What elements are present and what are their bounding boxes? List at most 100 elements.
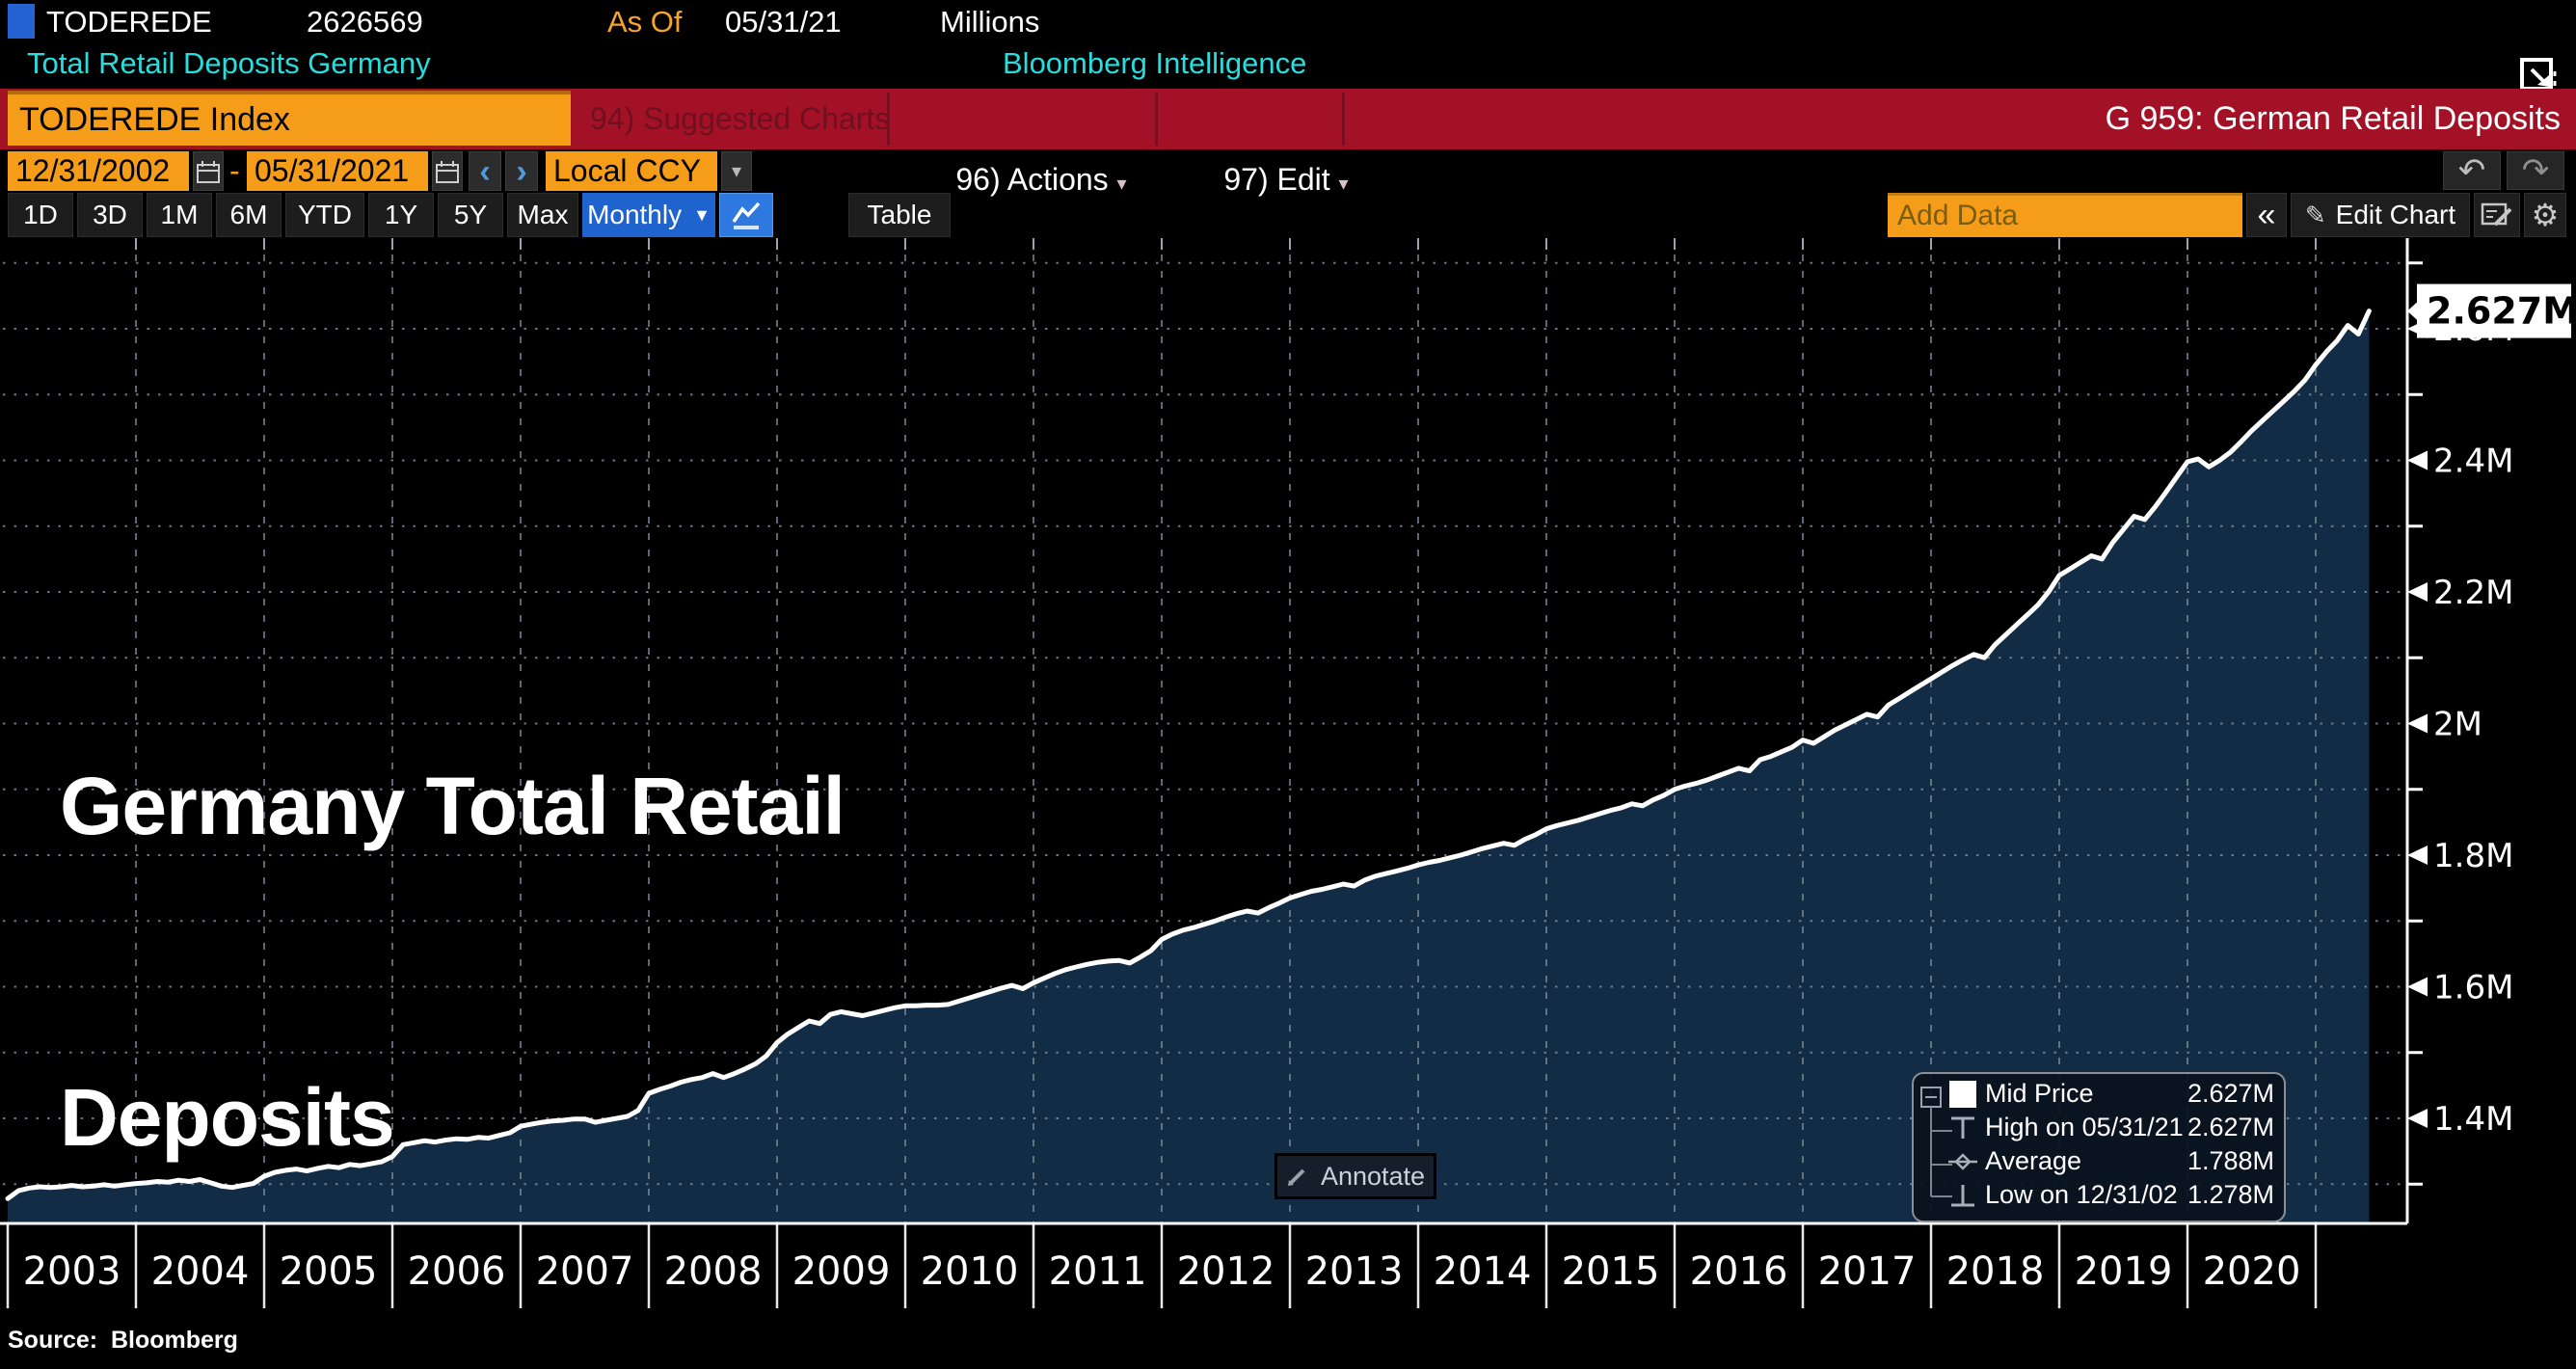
x-axis-year-label: 2014	[1434, 1249, 1532, 1294]
legend-value: 2.627M	[2187, 1113, 2274, 1141]
suggested-charts-button[interactable]: 94) Suggested Charts	[590, 101, 891, 136]
period-button-3d[interactable]: 3D	[77, 193, 143, 237]
high-marker-icon	[1946, 1113, 1985, 1143]
toolbar-separator	[1155, 93, 1158, 146]
legend-tree-lines	[1920, 1087, 1952, 1197]
redo-icon: ↷	[2521, 152, 2550, 189]
price-curve	[5, 309, 2372, 1201]
as-of-label: As Of	[607, 5, 683, 39]
security-input[interactable]: TODEREDE Index	[8, 91, 571, 146]
gear-button[interactable]: ⚙	[2524, 193, 2566, 237]
start-date-input[interactable]: 12/31/2002	[8, 151, 189, 191]
period-button-5y[interactable]: 5Y	[438, 193, 503, 237]
x-axis-year-label: 2017	[1818, 1249, 1917, 1294]
y-tick-arrow-icon	[2407, 713, 2428, 734]
x-axis-year-label: 2015	[1562, 1249, 1660, 1294]
low-marker-icon	[1946, 1180, 1985, 1211]
gear-icon: ⚙	[2531, 198, 2560, 232]
collapse-panel-button[interactable]: «	[2246, 193, 2287, 237]
chart-legend[interactable]: Mid Price 2.627M High on 05/31/21 2.627M Ave…	[1912, 1072, 2286, 1222]
chart-controls-row: 1D 3D 1M 6M YTD 1Y 5Y Max Monthly ▼ Table Add D…	[0, 193, 2576, 237]
x-axis-year-label: 2016	[1690, 1249, 1788, 1294]
units-label: Millions	[940, 5, 1040, 39]
x-axis-year-label: 2012	[1177, 1249, 1275, 1294]
x-axis-year-label: 2007	[536, 1249, 634, 1294]
as-of-date: 05/31/21	[725, 5, 842, 39]
edit-chart-button[interactable]: ✎ Edit Chart	[2291, 193, 2470, 237]
annotate-pencil-icon	[1287, 1168, 1305, 1186]
calendar-icon	[197, 160, 220, 183]
average-marker-icon	[1946, 1146, 1985, 1177]
source-label: Source: Bloomberg	[8, 1327, 238, 1354]
start-date-calendar-button[interactable]	[193, 151, 224, 191]
chart-type-button[interactable]	[719, 193, 773, 237]
redo-button[interactable]: ↷	[2507, 151, 2564, 190]
chart-watermark-title: Germany Total Retail Deposits	[60, 761, 845, 1163]
period-button-6m[interactable]: 6M	[216, 193, 282, 237]
currency-select[interactable]: Local CCY	[546, 151, 717, 191]
period-button-ytd[interactable]: YTD	[285, 193, 364, 237]
legend-row[interactable]: Low on 12/31/02 1.278M	[1946, 1178, 2274, 1212]
chevron-right-icon: ›	[516, 152, 527, 190]
legend-value: 1.788M	[2187, 1146, 2274, 1175]
dropdown-arrow-icon: ▾	[731, 161, 742, 182]
toolbar-separator	[1342, 93, 1345, 146]
chart-settings-button[interactable]	[2474, 193, 2520, 237]
legend-value: 1.278M	[2187, 1180, 2274, 1209]
actions-menu-button[interactable]: 96) Actions ▾	[955, 162, 1127, 197]
subtitle-row: Total Retail Deposits Germany Bloomberg …	[0, 42, 2576, 87]
x-axis-year-label: 2004	[151, 1249, 250, 1294]
end-date-calendar-button[interactable]	[432, 151, 463, 191]
x-axis-year-label: 2006	[408, 1249, 506, 1294]
x-axis-year-label: 2008	[664, 1249, 763, 1294]
y-axis-label: 1.4M	[2433, 1100, 2513, 1139]
end-date-input[interactable]: 05/31/2021	[247, 151, 428, 191]
legend-label: Low on 12/31/02	[1985, 1180, 2178, 1209]
y-tick-arrow-icon	[2407, 846, 2428, 865]
undo-button[interactable]: ↶	[2443, 151, 2501, 190]
x-axis-year-label: 2009	[792, 1249, 891, 1294]
y-axis-label: 1.6M	[2433, 969, 2513, 1007]
legend-label: High on 05/31/21	[1985, 1113, 2184, 1141]
function-toolbar: TODEREDE Index 94) Suggested Charts 96) …	[0, 89, 2576, 197]
x-axis-year-label: 2019	[2075, 1249, 2173, 1294]
legend-rows: Mid Price 2.627M High on 05/31/21 2.627M Ave…	[1946, 1077, 2274, 1212]
period-button-1d[interactable]: 1D	[8, 193, 73, 237]
y-tick-arrow-icon	[2407, 582, 2428, 602]
period-button-max[interactable]: Max	[507, 193, 578, 237]
period-button-1m[interactable]: 1M	[147, 193, 212, 237]
security-flag-icon	[8, 4, 35, 39]
table-button[interactable]: Table	[848, 193, 951, 237]
legend-value: 2.627M	[2187, 1079, 2274, 1108]
edit-dropdown-icon: ▾	[1338, 174, 1349, 195]
legend-row[interactable]: Mid Price 2.627M	[1946, 1077, 2274, 1111]
chart-subtitle: Total Retail Deposits Germany	[27, 46, 431, 80]
shift-range-forward-button[interactable]: ›	[505, 151, 538, 191]
legend-row[interactable]: High on 05/31/21 2.627M	[1946, 1111, 2274, 1144]
last-value: 2626569	[307, 5, 423, 39]
date-range-row: 12/31/2002 - 05/31/2021 ‹ › Local CC	[0, 151, 2576, 191]
last-price-callout-value: 2.627M	[2427, 290, 2576, 333]
header-row: TODEREDE 2626569 As Of 05/31/21 Millions	[0, 0, 2576, 42]
line-chart-icon	[732, 201, 761, 229]
x-axis-year-label: 2005	[280, 1249, 378, 1294]
security-ticker: TODEREDE	[46, 5, 212, 39]
chart-function-title: G 959: German Retail Deposits	[2105, 100, 2561, 137]
annotate-button[interactable]: Annotate	[1275, 1153, 1436, 1199]
y-axis-label: 2.2M	[2433, 574, 2513, 612]
edit-menu-button[interactable]: 97) Edit ▾	[1223, 162, 1349, 197]
period-button-1y[interactable]: 1Y	[368, 193, 434, 237]
toolbar-separator	[887, 93, 890, 146]
currency-dropdown-button[interactable]: ▾	[721, 151, 752, 191]
area-fill	[8, 310, 2370, 1224]
add-data-input[interactable]: Add Data	[1888, 193, 2242, 237]
shift-range-back-button[interactable]: ‹	[469, 151, 501, 191]
y-tick-arrow-icon	[2407, 977, 2428, 997]
legend-row[interactable]: Average 1.788M	[1946, 1144, 2274, 1178]
chevron-left-icon: ‹	[479, 152, 491, 190]
pencil-icon: ✎	[2304, 200, 2326, 229]
frequency-select[interactable]: Monthly ▼	[582, 193, 715, 237]
legend-label: Average	[1985, 1146, 2082, 1175]
